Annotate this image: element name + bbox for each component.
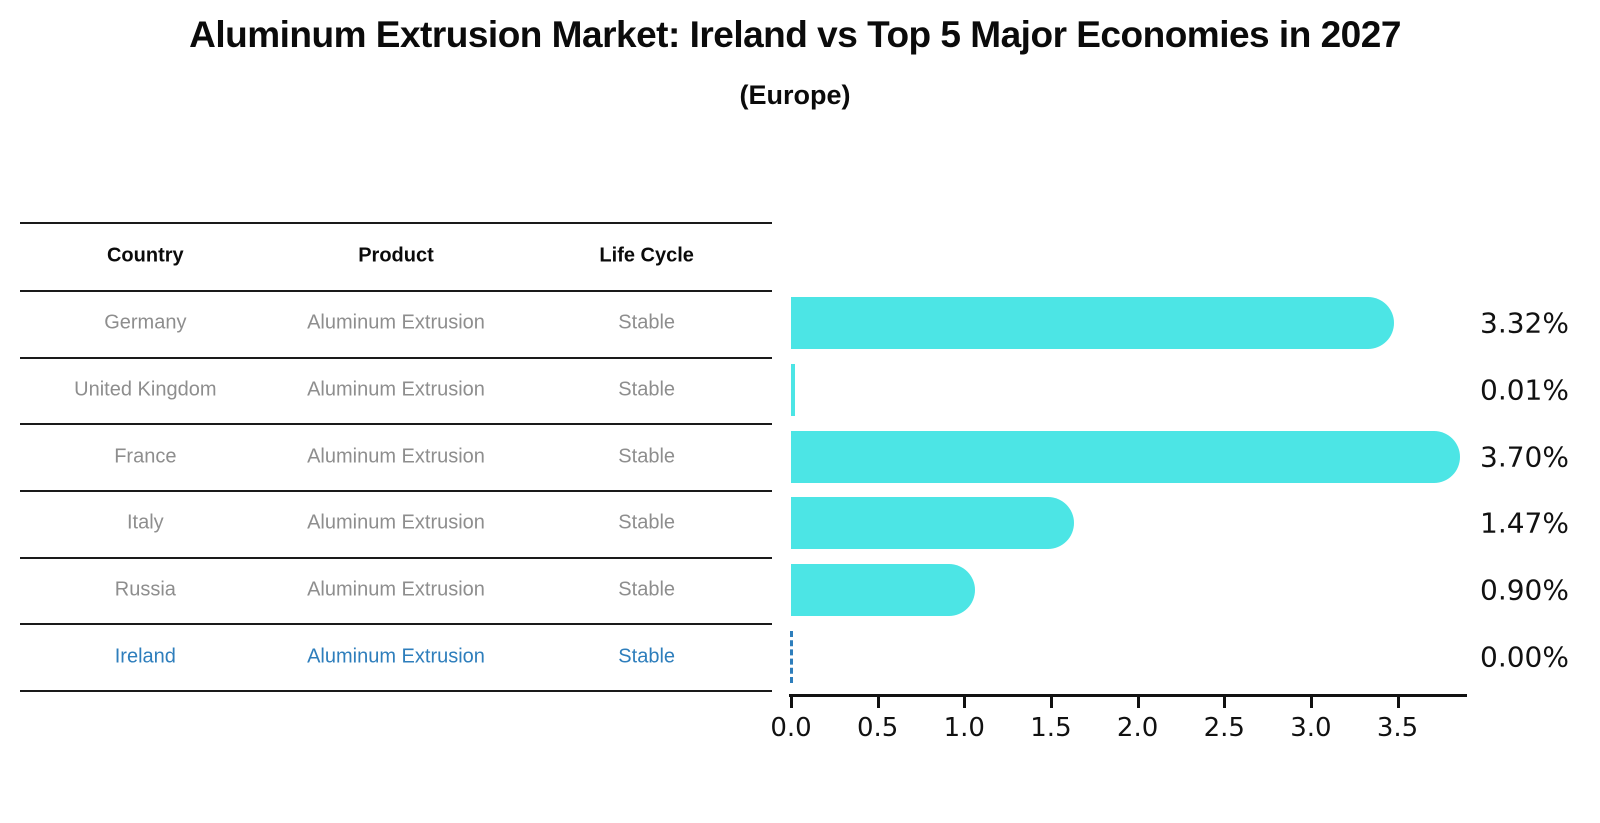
x-axis-tick-label: 1.5: [1030, 713, 1072, 743]
value-label: 0.00%: [1480, 640, 1569, 674]
chart-subtitle: (Europe): [739, 80, 851, 110]
row-country: United Kingdom: [74, 378, 217, 401]
x-axis-tick: [1136, 697, 1140, 708]
x-axis-tick: [1223, 697, 1227, 708]
row-product: Aluminum Extrusion: [307, 311, 485, 334]
row-product: Aluminum Extrusion: [307, 645, 485, 668]
bar: [791, 564, 975, 616]
x-axis-tick-label: 0.5: [856, 713, 899, 743]
x-axis-line: [789, 694, 1467, 697]
x-axis-tick-label: 2.5: [1203, 713, 1245, 743]
row-country: Germany: [104, 311, 187, 334]
row-rule: [20, 556, 772, 559]
row-life-cycle: Stable: [618, 445, 676, 468]
x-axis-tick: [963, 697, 967, 708]
row-country: Russia: [114, 578, 176, 601]
x-axis-tick: [1396, 697, 1400, 708]
bar: [791, 297, 1395, 350]
row-life-cycle: Stable: [618, 378, 676, 401]
column-header-country: Country: [106, 244, 184, 267]
value-label: 3.70%: [1480, 440, 1569, 474]
row-rule: [20, 356, 772, 359]
zero-value-marker: [790, 630, 793, 683]
value-label: 3.32%: [1480, 306, 1569, 340]
x-axis-tick: [1309, 697, 1313, 708]
value-label: 0.01%: [1480, 373, 1569, 407]
value-label: 1.47%: [1480, 506, 1569, 540]
x-axis-tick-label: 3.0: [1290, 713, 1332, 743]
bar: [791, 430, 1461, 483]
row-life-cycle: Stable: [618, 578, 676, 601]
column-header-product: Product: [358, 244, 434, 267]
row-rule: [20, 490, 772, 492]
row-life-cycle: Stable: [618, 511, 676, 534]
row-product: Aluminum Extrusion: [307, 378, 485, 401]
table-header-rule: [20, 290, 772, 292]
bar: [791, 364, 795, 416]
x-axis-tick: [876, 697, 880, 708]
row-life-cycle: Stable: [618, 311, 676, 334]
row-rule: [20, 623, 772, 626]
row-country: France: [114, 445, 177, 468]
row-rule: [20, 690, 772, 692]
row-product: Aluminum Extrusion: [307, 511, 485, 534]
row-country: Italy: [126, 511, 164, 534]
chart-title: Aluminum Extrusion Market: Ireland vs To…: [189, 14, 1401, 55]
x-axis-tick: [1049, 697, 1053, 708]
bar: [791, 497, 1074, 550]
row-product: Aluminum Extrusion: [307, 578, 485, 601]
x-axis-tick: [790, 697, 793, 708]
row-life-cycle: Stable: [618, 645, 676, 668]
column-header-life-cycle: Life Cycle: [599, 244, 694, 267]
x-axis-tick-label: 0.0: [770, 713, 812, 743]
value-label: 0.90%: [1480, 573, 1569, 607]
table-top-rule: [20, 222, 772, 224]
x-axis-tick-label: 1.0: [943, 713, 985, 743]
row-product: Aluminum Extrusion: [307, 445, 485, 468]
x-axis-tick-label: 2.0: [1116, 713, 1159, 743]
x-axis-tick-label: 3.5: [1376, 713, 1419, 743]
row-country: Ireland: [114, 645, 176, 668]
row-rule: [20, 423, 772, 426]
